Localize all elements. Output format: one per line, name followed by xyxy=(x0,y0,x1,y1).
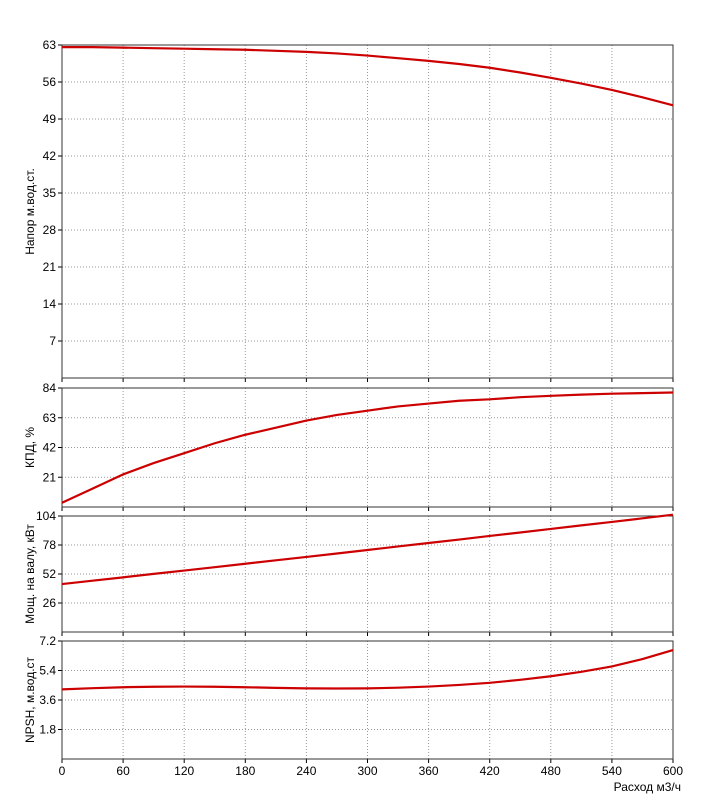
y-tick-label: 63 xyxy=(43,411,57,425)
plot-area xyxy=(62,45,673,378)
y-tick-label: 26 xyxy=(43,596,57,610)
x-tick-label: 300 xyxy=(357,764,377,778)
x-tick-label: 0 xyxy=(59,764,66,778)
y-axis-label: Напор м.вод.ст. xyxy=(23,168,37,255)
y-tick-label: 14 xyxy=(43,297,57,311)
y-tick-label: 42 xyxy=(43,441,57,455)
x-tick-label: 60 xyxy=(116,764,130,778)
y-axis-label: Мощ. на валу, кВт xyxy=(23,524,37,624)
y-tick-label: 28 xyxy=(43,223,57,237)
y-tick-label: 35 xyxy=(43,186,57,200)
y-tick-label: 7 xyxy=(49,334,56,348)
y-tick-label: 1.8 xyxy=(39,723,56,737)
plot-area xyxy=(62,641,673,759)
x-axis-label: Расход м3/ч xyxy=(614,780,681,794)
y-tick-label: 7.2 xyxy=(39,634,56,648)
y-tick-label: 5.4 xyxy=(39,664,56,678)
x-tick-label: 420 xyxy=(480,764,500,778)
line-series xyxy=(61,391,674,504)
y-tick-label: 42 xyxy=(43,149,57,163)
y-tick-label: 63 xyxy=(43,38,57,52)
y-axis-label: NPSH, м.вод.ст xyxy=(23,656,37,743)
x-tick-label: 120 xyxy=(174,764,194,778)
x-tick-label: 540 xyxy=(602,764,622,778)
line-series xyxy=(61,513,674,586)
y-tick-label: 21 xyxy=(43,470,57,484)
x-tick-label: 180 xyxy=(235,764,255,778)
x-tick-label: 240 xyxy=(296,764,316,778)
y-axis-label: КПД, % xyxy=(23,427,37,468)
x-tick-label: 360 xyxy=(419,764,439,778)
line-series xyxy=(62,46,674,107)
plot-frame xyxy=(61,44,674,379)
line-series xyxy=(61,648,674,691)
y-tick-label: 21 xyxy=(43,260,57,274)
plot-frame xyxy=(61,387,674,508)
y-tick-label: 49 xyxy=(43,112,57,126)
x-tick-label: 480 xyxy=(541,764,561,778)
y-tick-label: 84 xyxy=(43,381,57,395)
y-tick-label: 78 xyxy=(43,538,57,552)
x-tick-label: 600 xyxy=(663,764,683,778)
y-tick-label: 52 xyxy=(43,567,57,581)
plot-frame xyxy=(61,640,674,760)
y-tick-label: 3.6 xyxy=(39,693,56,707)
y-tick-label: 104 xyxy=(36,509,56,523)
y-tick-label: 56 xyxy=(43,75,57,89)
plot-frame xyxy=(61,515,674,633)
